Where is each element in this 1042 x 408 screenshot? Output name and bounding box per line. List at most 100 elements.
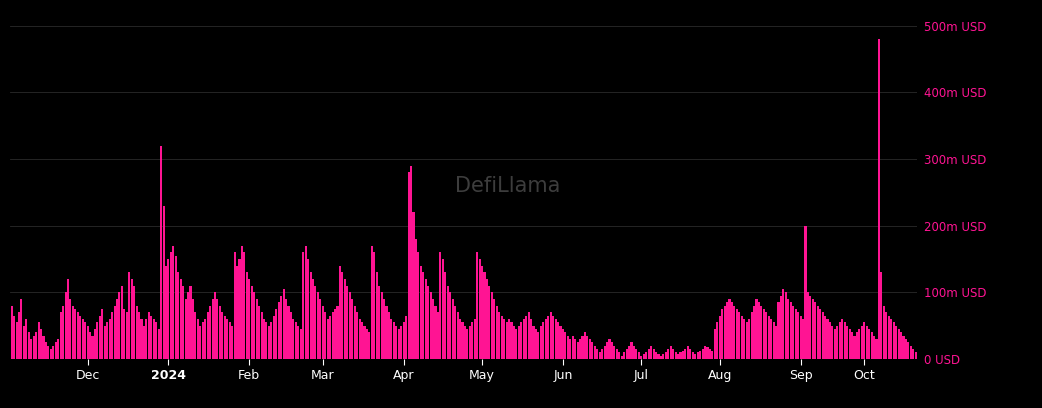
- Bar: [67, 279, 69, 359]
- Bar: [572, 336, 574, 359]
- Bar: [728, 299, 730, 359]
- Bar: [574, 339, 576, 359]
- Bar: [233, 252, 235, 359]
- Bar: [106, 322, 108, 359]
- Bar: [875, 339, 877, 359]
- Bar: [444, 273, 446, 359]
- Bar: [163, 206, 165, 359]
- Bar: [435, 306, 437, 359]
- Bar: [307, 259, 309, 359]
- Bar: [449, 293, 451, 359]
- Bar: [549, 313, 551, 359]
- Bar: [545, 319, 547, 359]
- Bar: [72, 306, 74, 359]
- Bar: [297, 326, 299, 359]
- Bar: [116, 299, 118, 359]
- Bar: [344, 279, 346, 359]
- Bar: [807, 293, 809, 359]
- Bar: [606, 342, 609, 359]
- Bar: [674, 353, 676, 359]
- Bar: [248, 279, 250, 359]
- Bar: [632, 346, 635, 359]
- Bar: [376, 273, 378, 359]
- Bar: [640, 356, 642, 359]
- Bar: [40, 329, 42, 359]
- Bar: [730, 302, 733, 359]
- Bar: [652, 349, 654, 359]
- Bar: [141, 319, 143, 359]
- Bar: [432, 299, 435, 359]
- Bar: [861, 326, 863, 359]
- Bar: [557, 322, 560, 359]
- Bar: [10, 306, 13, 359]
- Bar: [197, 319, 199, 359]
- Bar: [814, 302, 816, 359]
- Bar: [498, 313, 500, 359]
- Bar: [204, 319, 206, 359]
- Bar: [667, 349, 669, 359]
- Bar: [581, 336, 584, 359]
- Bar: [339, 266, 341, 359]
- Bar: [826, 319, 828, 359]
- Bar: [904, 339, 907, 359]
- Bar: [741, 316, 743, 359]
- Bar: [295, 322, 297, 359]
- Bar: [96, 322, 98, 359]
- Bar: [405, 316, 407, 359]
- Bar: [440, 252, 442, 359]
- Bar: [353, 306, 355, 359]
- Bar: [304, 246, 306, 359]
- Bar: [38, 322, 40, 359]
- Bar: [237, 266, 238, 359]
- Bar: [474, 319, 476, 359]
- Bar: [636, 349, 638, 359]
- Bar: [179, 279, 181, 359]
- Bar: [391, 319, 393, 359]
- Bar: [35, 333, 38, 359]
- Bar: [513, 326, 515, 359]
- Bar: [393, 322, 395, 359]
- Bar: [89, 333, 91, 359]
- Bar: [456, 313, 458, 359]
- Bar: [322, 306, 324, 359]
- Bar: [848, 329, 850, 359]
- Bar: [552, 316, 554, 359]
- Bar: [57, 339, 59, 359]
- Bar: [780, 296, 782, 359]
- Bar: [425, 279, 427, 359]
- Bar: [277, 302, 279, 359]
- Bar: [239, 259, 241, 359]
- Bar: [447, 286, 449, 359]
- Bar: [263, 319, 265, 359]
- Bar: [819, 309, 821, 359]
- Bar: [540, 326, 542, 359]
- Bar: [282, 289, 284, 359]
- Bar: [525, 316, 527, 359]
- Bar: [883, 306, 885, 359]
- Bar: [288, 306, 290, 359]
- Bar: [503, 319, 505, 359]
- Bar: [402, 322, 404, 359]
- Bar: [212, 299, 214, 359]
- Bar: [373, 252, 375, 359]
- Bar: [699, 351, 701, 359]
- Bar: [832, 326, 834, 359]
- Bar: [202, 322, 204, 359]
- Bar: [829, 322, 832, 359]
- Bar: [623, 353, 625, 359]
- Bar: [358, 319, 361, 359]
- Bar: [576, 342, 578, 359]
- Bar: [92, 336, 94, 359]
- Bar: [873, 336, 875, 359]
- Bar: [846, 326, 848, 359]
- Bar: [645, 353, 647, 359]
- Bar: [300, 329, 302, 359]
- Bar: [792, 306, 794, 359]
- Bar: [451, 299, 453, 359]
- Bar: [94, 329, 96, 359]
- Bar: [712, 351, 714, 359]
- Bar: [520, 322, 522, 359]
- Bar: [721, 309, 723, 359]
- Bar: [104, 326, 106, 359]
- Bar: [23, 326, 25, 359]
